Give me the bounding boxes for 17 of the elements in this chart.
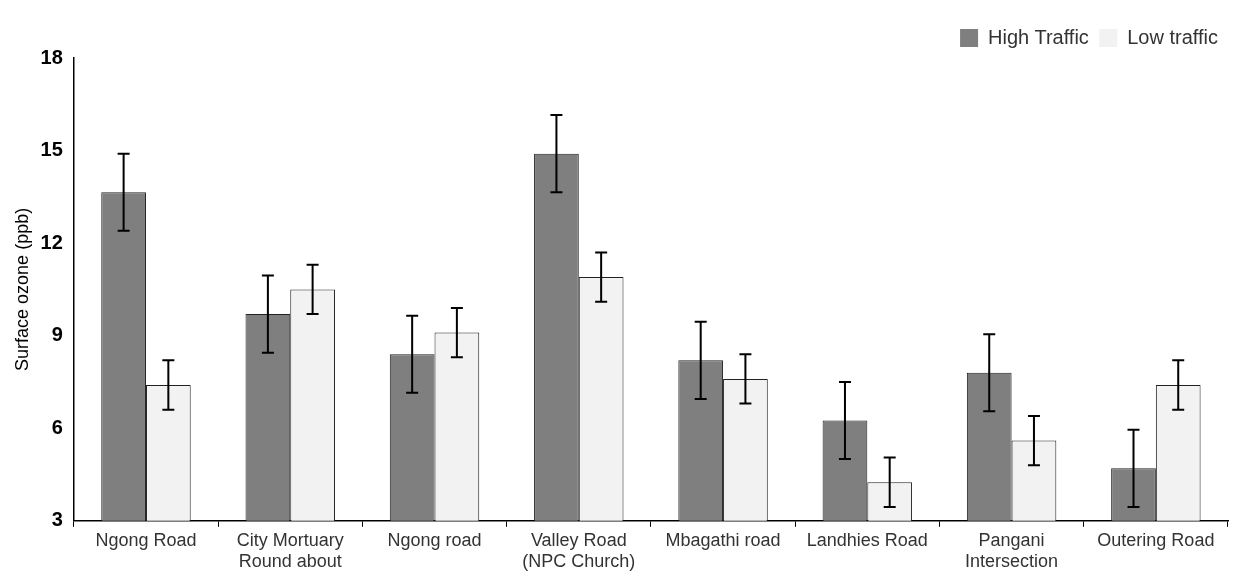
y-axis-title: Surface ozone (ppb): [11, 207, 32, 371]
y-tick-label: 15: [40, 138, 63, 161]
y-tick-label: 6: [51, 415, 63, 438]
x-tick-label: Ngong Road: [95, 529, 197, 550]
legend-label: High Traffic: [988, 25, 1089, 48]
y-tick-label: 3: [51, 508, 63, 531]
x-tick-label: Outering Road: [1097, 529, 1215, 550]
x-tick-label: Pangani Intersection: [965, 529, 1059, 572]
x-tick-label: Landhies Road: [806, 529, 928, 550]
legend-label: Low traffic: [1127, 25, 1218, 48]
y-tick-label: 12: [40, 230, 63, 253]
x-tick-label: Valley Road (NPC Church): [522, 529, 636, 572]
x-tick-label: City Mortuary Round about: [236, 529, 344, 572]
x-tick-label: Ngong road: [387, 529, 482, 550]
x-tick-label: Mbagathi road: [665, 529, 781, 550]
y-tick-label: 18: [40, 45, 63, 68]
y-tick-label: 9: [51, 323, 63, 346]
